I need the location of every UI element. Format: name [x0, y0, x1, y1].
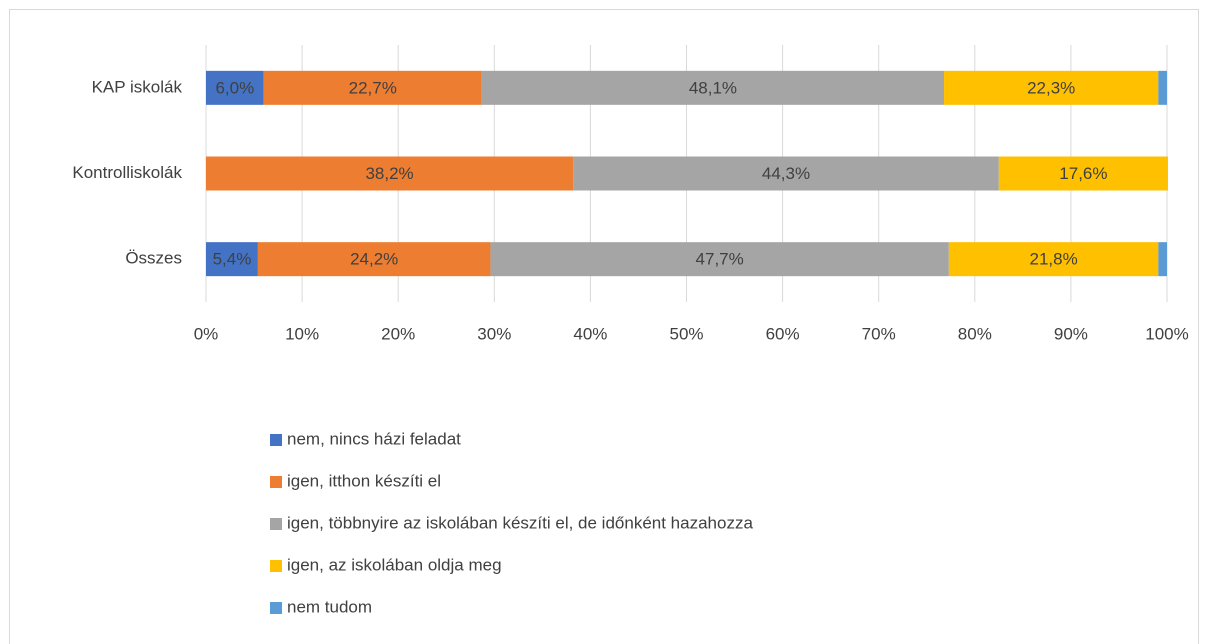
data-label: 44,3% — [762, 164, 810, 183]
legend-swatch — [270, 434, 282, 446]
bar-segment — [206, 156, 574, 191]
data-label: 24,2% — [350, 250, 398, 269]
bar-segment — [206, 242, 258, 277]
x-tick-label: 0% — [194, 324, 219, 343]
x-tick-label: 50% — [669, 324, 703, 343]
data-label: 47,7% — [696, 250, 744, 269]
legend-swatch — [270, 602, 282, 614]
x-tick-label: 40% — [573, 324, 607, 343]
bar-segment — [257, 242, 491, 277]
x-tick-label: 10% — [285, 324, 319, 343]
bar-segment — [490, 242, 949, 277]
y-tick-label: KAP iskolák — [92, 77, 183, 96]
data-label: 5,4% — [213, 250, 252, 269]
data-label: 17,6% — [1059, 164, 1107, 183]
bar-segment — [998, 156, 1168, 191]
bar-segment — [1158, 70, 1167, 105]
legend-label: nem tudom — [287, 597, 372, 616]
bar-segment — [948, 242, 1159, 277]
bar-segment — [944, 70, 1159, 105]
x-tick-label: 20% — [381, 324, 415, 343]
data-label: 48,1% — [689, 78, 737, 97]
data-label: 22,3% — [1027, 78, 1075, 97]
legend-label: igen, itthon készíti el — [287, 471, 441, 490]
data-label: 21,8% — [1030, 250, 1078, 269]
legend-label: igen, az iskolában oldja meg — [287, 555, 502, 574]
x-tick-label: 90% — [1054, 324, 1088, 343]
x-tick-label: 30% — [477, 324, 511, 343]
chart-frame — [9, 9, 1199, 644]
y-tick-label: Összes — [125, 249, 182, 268]
legend-swatch — [270, 518, 282, 530]
bar-segment — [481, 70, 945, 105]
y-tick-label: Kontrolliskolák — [72, 163, 182, 182]
x-tick-label: 70% — [862, 324, 896, 343]
bar-segment — [1158, 242, 1167, 277]
x-tick-label: 100% — [1145, 324, 1188, 343]
data-label: 6,0% — [215, 78, 254, 97]
x-tick-label: 60% — [766, 324, 800, 343]
legend-label: igen, többnyire az iskolában készíti el,… — [287, 513, 753, 532]
legend-swatch — [270, 476, 282, 488]
legend-swatch — [270, 560, 282, 572]
bar-segment — [206, 70, 264, 105]
x-tick-label: 80% — [958, 324, 992, 343]
bar-segment — [263, 70, 482, 105]
data-label: 22,7% — [349, 78, 397, 97]
data-label: 38,2% — [365, 164, 413, 183]
bar-segment — [573, 156, 999, 191]
legend-label: nem, nincs házi feladat — [287, 429, 461, 448]
